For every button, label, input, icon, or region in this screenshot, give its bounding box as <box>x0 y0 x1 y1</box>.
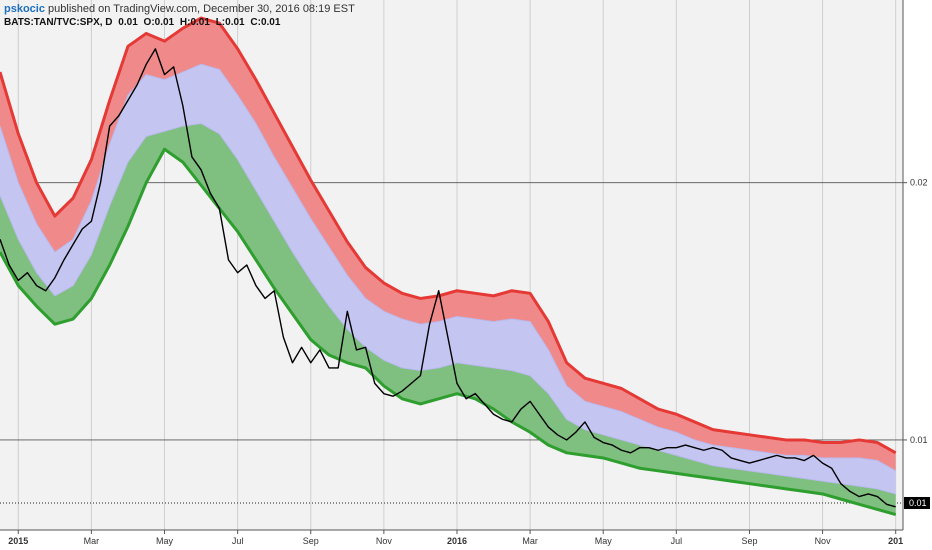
x-tick-label-8: May <box>595 536 613 546</box>
symbol-high: H:0.01 <box>179 17 210 28</box>
symbol-value: 0.01 <box>118 17 138 28</box>
x-tick-label-9: Jul <box>671 536 683 546</box>
x-tick-label-12: 201 <box>888 536 903 546</box>
upper-band-line <box>0 16 897 455</box>
series-lines <box>0 16 897 517</box>
mid-upper-line <box>0 63 896 472</box>
x-tick-label-2: May <box>156 536 174 546</box>
x-tick-label-7: Mar <box>522 536 538 546</box>
y-axis: 0.02 0.01 <box>903 178 928 445</box>
published-text: published on TradingView.com, December 3… <box>44 3 355 15</box>
last-value-marker: 0.01 <box>904 496 930 509</box>
x-tick-label-4: Sep <box>303 536 319 546</box>
x-tick-label-0: 2015 <box>8 536 28 546</box>
x-tick-label-6: 2016 <box>447 536 467 546</box>
mid-lower-line <box>0 122 896 495</box>
x-tick-label-11: Nov <box>815 536 832 546</box>
symbol-legend: BATS:TAN/TVC:SPX, D 0.01 O:0.01 H:0.01 L… <box>4 16 283 29</box>
y-tick-label-1: 0.01 <box>910 435 928 445</box>
x-tick-label-3: Jul <box>232 536 244 546</box>
symbol-open: O:0.01 <box>143 17 175 28</box>
symbol-close: C:0.01 <box>250 17 281 28</box>
last-value-badge <box>904 496 930 509</box>
x-tick-label-10: Sep <box>741 536 757 546</box>
author-link[interactable]: pskocic <box>4 3 45 15</box>
last-value-label: 0.01 <box>909 498 927 508</box>
price-line <box>0 48 896 508</box>
symbol-ticker[interactable]: BATS:TAN/TVC:SPX, D <box>4 17 113 28</box>
x-tick-label-1: Mar <box>84 536 100 546</box>
x-axis: 2015 Mar May Jul Sep Nov 2016 Mar May Jul Sep Nov 20… <box>8 530 903 546</box>
x-tick-label-5: Nov <box>376 536 393 546</box>
publish-header: pskocic published on TradingView.com, De… <box>4 3 355 16</box>
lower-band-line <box>0 147 897 517</box>
symbol-low: L:0.01 <box>215 17 245 28</box>
y-tick-label-0: 0.02 <box>910 178 928 188</box>
